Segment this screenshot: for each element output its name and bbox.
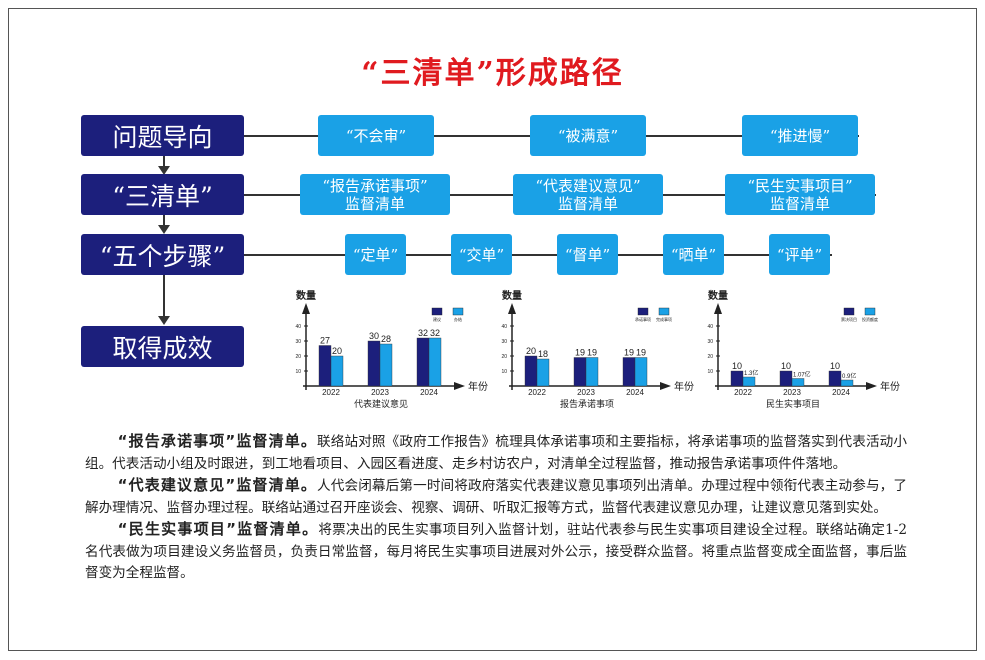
flow-line	[163, 275, 165, 318]
step-item: “评单”	[769, 234, 830, 275]
paragraph: “报告承诺事项”监督清单。联络站对照《政府工作报告》梳理具体承诺事项和主要指标，…	[85, 431, 907, 475]
item-label: “晒单”	[670, 245, 717, 264]
flow-line	[163, 156, 165, 168]
stage-problem-orientation: 问题导向	[81, 115, 244, 156]
item-label: “报告承诺事项”	[322, 176, 428, 195]
arrow-down-icon	[158, 316, 170, 325]
arrow-down-icon	[158, 166, 170, 175]
paragraph: “民生实事项目”监督清单。将票决出的民生实事项目列入监督计划，驻站代表参与民生实…	[85, 519, 907, 585]
item-label: “代表建议意见”	[535, 176, 641, 195]
item-sublabel: 监督清单	[769, 194, 830, 213]
item-sublabel: 监督清单	[557, 194, 618, 213]
description-text: “报告承诺事项”监督清单。联络站对照《政府工作报告》梳理具体承诺事项和主要指标，…	[85, 431, 907, 585]
page-title: “三清单”形成路径	[361, 56, 624, 91]
step-item: “督单”	[557, 234, 618, 275]
item-label: “民生实事项目”	[747, 176, 853, 195]
problem-item: “被满意”	[530, 115, 646, 156]
paragraph-body: 联络站对照《政府工作报告》梳理具体承诺事项和主要指标，将承诺事项的监督落实到代表…	[85, 434, 908, 472]
paragraph-body: 人代会闭幕后第一时间将政府落实代表建议意见事项列出清单。办理过程中领衔代表主动参…	[85, 478, 908, 516]
item-label: “被满意”	[557, 126, 619, 145]
item-label: “督单”	[564, 245, 611, 264]
step-item: “晒单”	[663, 234, 724, 275]
paragraph-lead: “民生实事项目”监督清单。	[117, 520, 319, 538]
page-frame	[8, 8, 977, 651]
step-item: “定单”	[345, 234, 406, 275]
list-item: “民生实事项目” 监督清单	[725, 174, 875, 215]
stage-five-steps: “五个步骤”	[81, 234, 244, 275]
list-item: “报告承诺事项” 监督清单	[300, 174, 450, 215]
paragraph-lead: “代表建议意见”监督清单。	[117, 476, 318, 494]
item-label: “定单”	[352, 245, 399, 264]
step-item: “交单”	[451, 234, 512, 275]
item-label: “交单”	[458, 245, 505, 264]
paragraph: “代表建议意见”监督清单。人代会闭幕后第一时间将政府落实代表建议意见事项列出清单…	[85, 475, 907, 519]
stage-three-lists: “三清单”	[81, 174, 244, 215]
paragraph-lead: “报告承诺事项”监督清单。	[117, 432, 318, 450]
item-sublabel: 监督清单	[344, 194, 405, 213]
item-label: “评单”	[776, 245, 823, 264]
problem-item: “不会审”	[318, 115, 434, 156]
flow-line	[163, 215, 165, 227]
problem-item: “推进慢”	[742, 115, 858, 156]
item-label: “推进慢”	[769, 126, 831, 145]
paragraph-body: 将票决出的民生实事项目列入监督计划，驻站代表参与民生实事项目建设全过程。联络站确…	[85, 522, 908, 581]
row-connector	[244, 254, 832, 256]
arrow-down-icon	[158, 225, 170, 234]
list-item: “代表建议意见” 监督清单	[513, 174, 663, 215]
stage-results: 取得成效	[81, 326, 244, 367]
item-label: “不会审”	[345, 126, 407, 145]
